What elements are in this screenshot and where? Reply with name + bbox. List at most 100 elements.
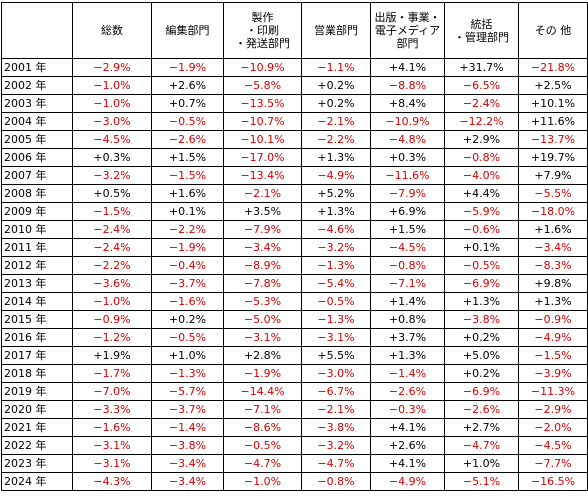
table-row: 2012 年 −2.2% −0.4% −8.9% −1.3% −0.8% −0.5% −8.3… — [1, 256, 588, 275]
col-header-sales: 営業部門 — [301, 2, 371, 59]
value-cell: +3.7% — [370, 328, 445, 347]
value-cell: −0.5% — [223, 436, 302, 455]
year-cell: 2015 年 — [1, 310, 73, 329]
value-cell: +0.2% — [444, 328, 519, 347]
value-cell: +1.3% — [301, 202, 371, 221]
table-row: 2003 年 −1.0% +0.7% −13.5% +0.2% +8.4% −2.4% +10… — [1, 94, 588, 113]
value-cell: −3.2% — [72, 166, 152, 185]
value-cell: +1.6% — [518, 220, 588, 239]
table-row: 2007 年 −3.2% −1.5% −13.4% −4.9% −11.6% −4.0% +7… — [1, 166, 588, 185]
value-cell: −3.2% — [301, 436, 371, 455]
value-cell: +0.1% — [444, 238, 519, 257]
year-cell: 2012 年 — [1, 256, 73, 275]
value-cell: +3.5% — [223, 202, 302, 221]
value-cell: −8.6% — [223, 418, 302, 437]
value-cell: −2.4% — [72, 220, 152, 239]
value-cell: +11.6% — [518, 112, 588, 131]
year-cell: 2002 年 — [1, 76, 73, 95]
year-cell: 2023 年 — [1, 454, 73, 473]
value-cell: −13.5% — [223, 94, 302, 113]
value-cell: +4.1% — [370, 418, 445, 437]
value-cell: +0.3% — [370, 148, 445, 167]
value-cell: −2.1% — [223, 184, 302, 203]
value-cell: −5.7% — [151, 382, 224, 401]
table-row: 2020 年 −3.3% −3.7% −7.1% −2.1% −0.3% −2.6% −2.9… — [1, 400, 588, 419]
year-cell: 2005 年 — [1, 130, 73, 149]
value-cell: +0.1% — [151, 202, 224, 221]
value-cell: −0.9% — [72, 310, 152, 329]
value-cell: −4.9% — [370, 472, 445, 491]
value-cell: −6.5% — [444, 76, 519, 95]
table-row: 2024 年 −4.3% −3.4% −1.0% −0.8% −4.9% −5.1% −16.… — [1, 472, 588, 491]
value-cell: −1.6% — [72, 418, 152, 437]
value-cell: −4.7% — [223, 454, 302, 473]
col-header-editorial: 編集部門 — [151, 2, 224, 59]
year-cell: 2018 年 — [1, 364, 73, 383]
value-cell: −8.9% — [223, 256, 302, 275]
value-cell: −4.6% — [301, 220, 371, 239]
value-cell: +2.9% — [444, 130, 519, 149]
value-cell: −5.9% — [444, 202, 519, 221]
value-cell: +1.3% — [370, 346, 445, 365]
value-cell: −4.7% — [444, 436, 519, 455]
value-cell: −4.3% — [72, 472, 152, 491]
value-cell: +8.4% — [370, 94, 445, 113]
year-cell: 2008 年 — [1, 184, 73, 203]
table-row: 2023 年 −3.1% −3.4% −4.7% −4.7% +4.1% +1.0% −7.7… — [1, 454, 588, 473]
value-cell: −4.7% — [301, 454, 371, 473]
value-cell: −1.0% — [72, 292, 152, 311]
corner-cell — [1, 2, 73, 59]
value-cell: −6.7% — [301, 382, 371, 401]
value-cell: −0.5% — [301, 292, 371, 311]
value-cell: +6.9% — [370, 202, 445, 221]
table-row: 2022 年 −3.1% −3.8% −0.5% −3.2% +2.6% −4.7% −4.5… — [1, 436, 588, 455]
value-cell: −4.9% — [518, 328, 588, 347]
value-cell: −1.0% — [72, 76, 152, 95]
value-cell: −8.3% — [518, 256, 588, 275]
value-cell: −7.1% — [370, 274, 445, 293]
value-cell: −0.9% — [518, 310, 588, 329]
value-cell: −2.9% — [518, 400, 588, 419]
table-row: 2016 年 −1.2% −0.5% −3.1% −3.1% +3.7% +0.2% −4.9… — [1, 328, 588, 347]
value-cell: −5.8% — [223, 76, 302, 95]
col-header-management: 統括 ・管理部門 — [444, 2, 519, 59]
value-cell: −2.4% — [72, 238, 152, 257]
table-row: 2004 年 −3.0% −0.5% −10.7% −2.1% −10.9% −12.2% +… — [1, 112, 588, 131]
value-cell: −3.4% — [151, 454, 224, 473]
value-cell: +1.3% — [444, 292, 519, 311]
value-cell: −1.4% — [151, 418, 224, 437]
value-cell: −1.0% — [223, 472, 302, 491]
value-cell: +1.6% — [151, 184, 224, 203]
value-cell: −1.2% — [72, 328, 152, 347]
value-cell: +0.3% — [72, 148, 152, 167]
year-cell: 2006 年 — [1, 148, 73, 167]
value-cell: −1.9% — [151, 238, 224, 257]
value-cell: −8.8% — [370, 76, 445, 95]
value-cell: −5.4% — [301, 274, 371, 293]
table-row: 2002 年 −1.0% +2.6% −5.8% +0.2% −8.8% −6.5% +2.5… — [1, 76, 588, 95]
value-cell: −6.9% — [444, 274, 519, 293]
value-cell: −4.5% — [518, 436, 588, 455]
value-cell: −1.4% — [370, 364, 445, 383]
value-cell: −1.3% — [301, 256, 371, 275]
value-cell: −1.9% — [151, 58, 224, 77]
value-cell: −12.2% — [444, 112, 519, 131]
value-cell: −2.1% — [301, 400, 371, 419]
value-cell: −5.5% — [518, 184, 588, 203]
value-cell: −17.0% — [223, 148, 302, 167]
year-cell: 2011 年 — [1, 238, 73, 257]
year-cell: 2013 年 — [1, 274, 73, 293]
value-cell: −3.2% — [301, 238, 371, 257]
value-cell: +4.4% — [444, 184, 519, 203]
year-cell: 2007 年 — [1, 166, 73, 185]
table-row: 2005 年 −4.5% −2.6% −10.1% −2.2% −4.8% +2.9% −13… — [1, 130, 588, 149]
value-cell: −3.1% — [301, 328, 371, 347]
value-cell: −1.3% — [301, 310, 371, 329]
value-cell: +0.2% — [151, 310, 224, 329]
table-row: 2014 年 −1.0% −1.6% −5.3% −0.5% +1.4% +1.3% +1.3… — [1, 292, 588, 311]
value-cell: +2.5% — [518, 76, 588, 95]
table-row: 2015 年 −0.9% +0.2% −5.0% −1.3% +0.8% −3.8% −0.9… — [1, 310, 588, 329]
value-cell: −14.4% — [223, 382, 302, 401]
value-cell: −5.0% — [223, 310, 302, 329]
